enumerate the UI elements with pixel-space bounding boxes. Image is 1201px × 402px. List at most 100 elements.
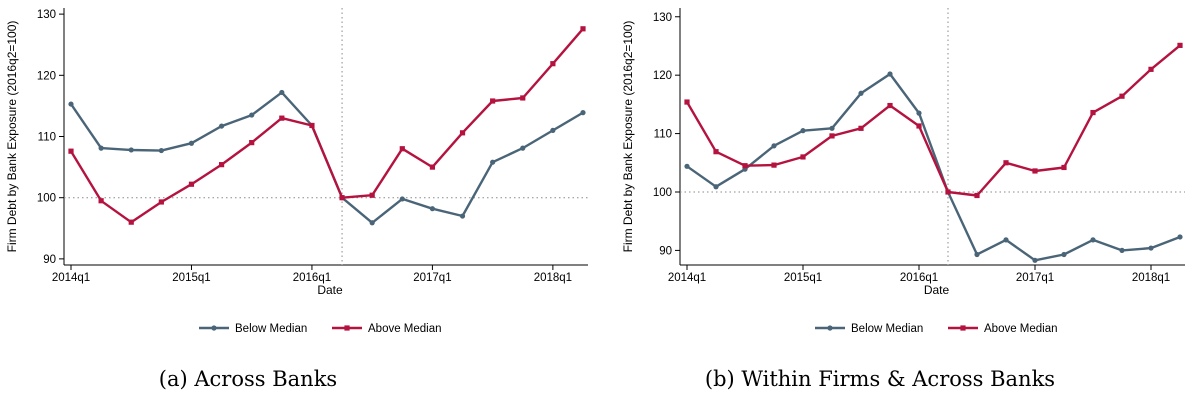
legend-marker-above-median: [344, 325, 350, 331]
data-point-above-median: [249, 140, 255, 146]
data-point-below-median: [399, 196, 405, 202]
legend-marker-below-median: [211, 325, 217, 331]
data-point-below-median: [829, 125, 835, 131]
data-point-above-median: [218, 162, 225, 168]
data-point-below-median: [974, 251, 980, 258]
legend-label-above-median: Above Median: [368, 323, 442, 335]
data-point-above-median: [550, 61, 556, 67]
data-point-above-median: [858, 125, 864, 131]
y-tick-label: 90: [43, 254, 56, 266]
data-point-below-median: [916, 110, 922, 116]
legend: Below Median Above Median: [815, 323, 1058, 335]
data-point-below-median: [249, 112, 255, 118]
x-tick-label: 2016q1: [900, 272, 938, 284]
data-point-above-median: [916, 123, 922, 129]
data-point-above-median: [713, 149, 719, 155]
legend-label-below-median: Below Median: [235, 323, 307, 335]
series-above-median: [68, 26, 586, 225]
data-point-below-median: [68, 101, 74, 107]
data-point-below-median: [520, 145, 526, 151]
data-point-above-median: [429, 164, 436, 170]
y-axis-title: Firm Debt by Bank Exposure (2016q2=100): [621, 21, 635, 253]
data-point-below-median: [858, 90, 864, 96]
data-point-above-median: [188, 181, 195, 187]
data-point-below-median: [1177, 234, 1183, 240]
data-point-below-median: [429, 206, 436, 212]
series-line-below-median: [686, 72, 1181, 262]
x-axis-title: Date: [924, 283, 950, 297]
y-tick-label: 110: [38, 132, 56, 144]
y-tick-label: 130: [37, 9, 56, 21]
data-point-below-median: [369, 220, 375, 226]
data-point-above-median: [369, 192, 375, 198]
series-line-above-median: [69, 28, 584, 224]
x-tick-label: 2015q1: [172, 272, 210, 284]
data-point-above-median: [279, 115, 285, 121]
x-tick-label: 2017q1: [413, 272, 451, 284]
y-tick-label: 100: [653, 187, 672, 199]
chart-within-firms-across-banks: 90 100 110 120 130 2014q1 2015q1 2016q1 2017q1 20…: [621, 8, 1185, 391]
data-point-below-median: [887, 71, 893, 77]
y-axis-title: Firm Debt by Bank Exposure (2016q2=100): [5, 21, 19, 253]
data-point-above-median: [684, 99, 690, 105]
data-point-below-median: [1090, 237, 1096, 243]
data-point-above-median: [945, 189, 951, 195]
y-tick-label: 120: [37, 70, 56, 82]
data-point-below-median: [490, 159, 496, 165]
data-point-above-median: [580, 26, 586, 32]
series-below-median: [684, 71, 1183, 263]
series-line-above-median: [685, 44, 1181, 197]
y-tick-label: 110: [654, 129, 672, 141]
x-tick-label: 2016q1: [293, 272, 331, 284]
data-point-above-median: [1032, 168, 1038, 174]
y-tick-label: 90: [659, 245, 672, 257]
data-point-above-median: [128, 219, 134, 225]
x-tick-label: 2014q1: [668, 272, 706, 284]
y-tick-label: 100: [37, 193, 56, 205]
legend-marker-above-median: [960, 325, 966, 331]
data-point-below-median: [771, 143, 777, 149]
data-point-below-median: [1032, 257, 1038, 263]
data-point-below-median: [218, 123, 225, 129]
chart-across-banks: 90 100 110 120 130 2014q1 2015q1 2016q1 2017q1 20…: [5, 8, 588, 391]
data-point-above-median: [459, 130, 466, 136]
legend: Below Median Above Median: [199, 323, 442, 335]
data-point-above-median: [68, 148, 74, 154]
x-tick-label: 2014q1: [52, 272, 90, 284]
chart-caption: (b) Within Firms & Across Banks: [705, 367, 1055, 391]
x-axis-title: Date: [317, 283, 343, 297]
data-point-below-median: [713, 184, 719, 190]
data-point-below-median: [459, 213, 466, 219]
series-line-below-median: [70, 91, 584, 225]
data-point-above-median: [974, 192, 980, 199]
x-tick-label: 2015q1: [784, 272, 822, 284]
data-point-above-median: [1119, 93, 1125, 99]
series-below-median: [68, 89, 586, 226]
data-point-above-median: [309, 122, 315, 129]
y-tick-label: 120: [653, 70, 672, 82]
data-point-below-median: [1119, 247, 1125, 253]
data-point-above-median: [520, 95, 526, 101]
legend-marker-below-median: [827, 325, 833, 331]
data-point-above-median: [887, 102, 893, 109]
data-point-below-median: [684, 163, 690, 169]
data-point-below-median: [800, 128, 806, 134]
series-above-median: [684, 42, 1183, 199]
data-point-above-median: [1003, 160, 1009, 166]
data-point-below-median: [580, 110, 586, 116]
data-point-below-median: [1003, 237, 1009, 243]
legend-label-below-median: Below Median: [851, 323, 923, 335]
data-point-below-median: [1148, 245, 1154, 251]
data-point-above-median: [1148, 66, 1154, 72]
data-point-below-median: [550, 127, 556, 133]
data-point-below-median: [158, 147, 164, 154]
data-point-above-median: [1177, 42, 1183, 48]
data-point-above-median: [800, 154, 806, 160]
x-tick-label: 2018q1: [1132, 272, 1170, 284]
data-point-above-median: [1090, 109, 1096, 116]
data-point-below-median: [188, 140, 195, 146]
data-point-above-median: [1061, 164, 1067, 171]
data-point-below-median: [128, 147, 134, 153]
data-point-above-median: [158, 199, 164, 205]
data-point-above-median: [771, 162, 777, 168]
